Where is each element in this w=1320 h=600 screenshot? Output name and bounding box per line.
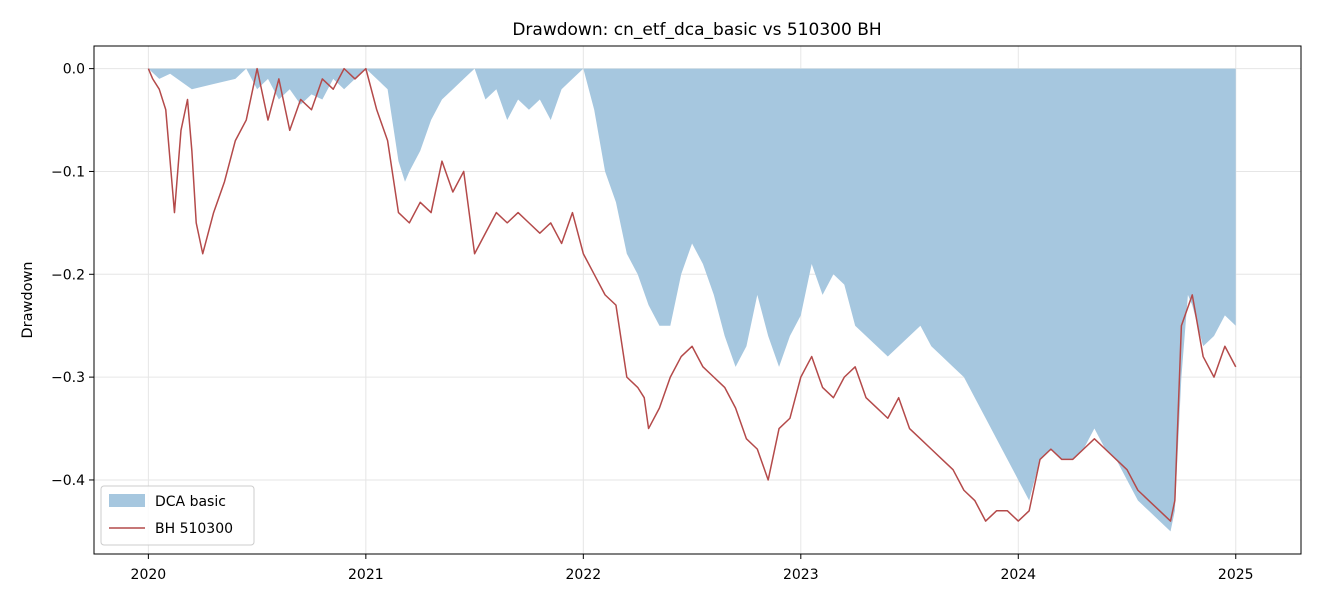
y-tick-label: −0.3 — [51, 370, 85, 386]
x-tick-label: 2024 — [1000, 567, 1036, 583]
plot-frame — [93, 45, 1302, 555]
y-tick-label: −0.2 — [51, 267, 85, 283]
legend-label-bh-510300: BH 510300 — [155, 521, 233, 537]
legend-swatch-dca-basic — [109, 494, 145, 507]
chart-title: Drawdown: cn_etf_dca_basic vs 510300 BH — [512, 20, 881, 40]
legend-label-dca-basic: DCA basic — [155, 494, 226, 510]
y-tick-label: 0.0 — [63, 62, 85, 78]
x-tick-label: 2020 — [131, 567, 167, 583]
y-tick-label: −0.4 — [51, 473, 85, 489]
bh-510300-line-layer — [147, 67, 1237, 522]
x-axis-ticks: 2020 2021 2022 2023 2024 2025 — [131, 554, 1254, 583]
dca-basic-area-layer — [148, 68, 1236, 532]
bh-510300-line — [147, 67, 1237, 522]
x-tick-label: 2021 — [348, 567, 384, 583]
x-tick-label: 2023 — [783, 567, 819, 583]
y-axis-ticks: 0.0 −0.1 −0.2 −0.3 −0.4 — [51, 62, 94, 489]
y-axis-label: Drawdown — [20, 262, 36, 339]
x-tick-label: 2025 — [1218, 567, 1254, 583]
legend: DCA basic BH 510300 — [100, 485, 255, 546]
dca-basic-area — [148, 68, 1236, 532]
x-tick-label: 2022 — [566, 567, 602, 583]
y-tick-label: −0.1 — [51, 164, 85, 180]
